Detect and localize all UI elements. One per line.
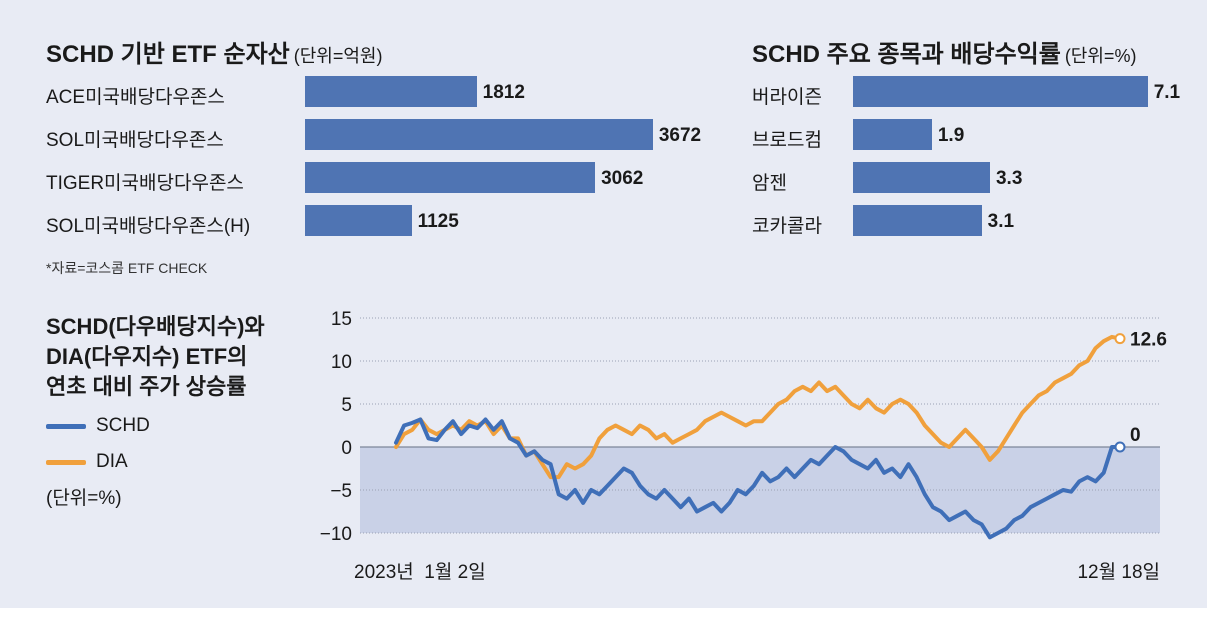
line-chart-title-line-2: DIA(다우지수) ETF의 [46,344,248,369]
dividend-yield-bar [853,162,990,193]
y-tick-label: −10 [320,524,352,545]
line-chart-title-line-3: 연초 대비 주가 상승률 [46,374,247,399]
legend-swatch-schd [46,423,86,429]
legend-label-schd: SCHD [96,415,150,436]
y-tick-label: 5 [341,395,352,416]
dividend-yield-category-label: 버라이즌 [752,87,822,108]
y-tick-label: −5 [330,481,352,502]
infographic: SCHD 기반 ETF 순자산 (단위=억원) ACE미국배당다우존스 1812 SO… [0,0,1207,608]
legend-item-dia: DIA [46,451,128,473]
dividend-yield-bar [853,205,982,236]
line-chart-unit: (단위=%) [46,488,122,509]
dividend-yield-category-label: 브로드컴 [752,130,822,151]
dividend-yield-bar-value: 7.1 [1153,82,1181,103]
legend-item-schd: SCHD [46,415,150,437]
etf-asset-bar [305,76,477,107]
line-chart: 15 10 5 0 −5 −10 12.6 0 2023년 1월 2일 12월 18일 [320,309,1167,583]
bar-chart-left-title: SCHD 기반 ETF 순자산 (단위=억원) [46,34,383,69]
end-label-dia: 12.6 [1130,330,1167,351]
etf-asset-category-label: TIGER미국배당다우존스 [46,173,244,194]
series-line-schd [394,417,1122,540]
line-chart-title-line-1: SCHD(다우배당지수)와 [46,314,265,339]
bar-chart-right-title-text: SCHD 주요 종목과 배당수익률 [752,41,1061,68]
y-tick-label: 0 [341,438,352,459]
x-end-label: 12월 18일 [1077,561,1160,583]
etf-asset-bar [305,162,596,193]
dividend-yield-bar-value: 3.3 [995,168,1023,189]
legend-label-dia: DIA [96,451,128,472]
dividend-yield-bar-value: 3.1 [987,211,1015,232]
etf-asset-bar-value: 1812 [482,82,525,103]
end-marker-schd [1114,441,1126,453]
line-chart-title: SCHD(다우배당지수)와 DIA(다우지수) ETF의 연초 대비 주가 상승… [46,312,265,402]
dividend-yield-category-label: 암젠 [752,173,787,194]
etf-asset-bar-value: 1125 [417,211,459,232]
dividend-yield-bar-value: 1.9 [937,125,965,146]
dividend-yield-bar [853,119,932,150]
etf-asset-bar-value: 3672 [658,125,702,146]
dividend-yield-bar [853,76,1148,107]
etf-asset-category-label: SOL미국배당다우존스(H) [46,216,251,237]
y-tick-label: 15 [331,309,352,330]
etf-asset-bar-value: 3062 [601,168,644,189]
bar-chart-left-title-text: SCHD 기반 ETF 순자산 [46,41,290,68]
etf-asset-category-label: SOL미국배당다우존스 [46,130,224,151]
etf-asset-bar [305,119,653,150]
x-start-label: 2023년 1월 2일 [354,561,486,583]
etf-asset-category-label: ACE미국배당다우존스 [46,87,225,108]
bar-chart-right-title: SCHD 주요 종목과 배당수익률 (단위=%) [752,34,1136,69]
bar-chart-left-unit: (단위=억원) [293,46,383,66]
etf-asset-bar [305,205,412,236]
dividend-yield-category-label: 코카콜라 [752,216,822,237]
source-note: *자료=코스콤 ETF CHECK [46,260,208,276]
end-label-schd: 0 [1130,425,1141,446]
end-marker-dia [1114,333,1126,345]
legend-swatch-dia [46,459,86,465]
series-line-dia [394,334,1122,480]
bar-chart-right-unit: (단위=%) [1064,46,1137,66]
y-tick-label: 10 [331,352,352,373]
